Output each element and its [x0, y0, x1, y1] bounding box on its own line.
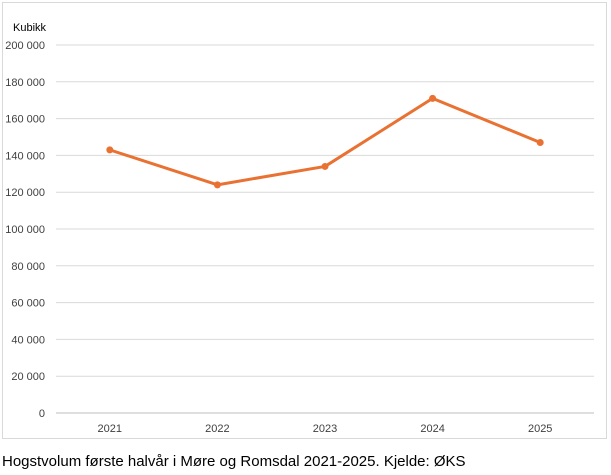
y-tick-label: 200 000 [5, 40, 45, 52]
y-tick-label: 180 000 [5, 77, 45, 89]
series-group [106, 94, 544, 189]
y-tick-label: 40 000 [11, 334, 45, 346]
y-tick-label: 0 [39, 408, 45, 420]
x-tick-label: 2022 [205, 423, 229, 435]
data-point [429, 94, 437, 102]
data-point [213, 181, 221, 189]
y-tick-label: 120 000 [5, 187, 45, 199]
y-tick-label: 160 000 [5, 114, 45, 126]
data-point [536, 139, 544, 147]
gridlines [56, 44, 594, 414]
figure-caption: Hogstvolum første halvår i Møre og Romsd… [2, 453, 466, 470]
y-tick-labels: 0 20 000 40 000 60 000 80 000 100 000 120 000 1… [5, 40, 45, 420]
x-tick-label: 2021 [98, 423, 122, 435]
data-point [106, 146, 114, 154]
x-tick-label: 2024 [420, 423, 444, 435]
y-tick-label: 140 000 [5, 150, 45, 162]
y-tick-label: 60 000 [11, 298, 45, 310]
series-line [108, 96, 542, 187]
data-point [321, 162, 329, 170]
chart-frame [2, 2, 607, 439]
x-tick-label: 2025 [528, 423, 552, 435]
y-tick-label: 80 000 [11, 261, 45, 273]
y-tick-label: 100 000 [5, 224, 45, 236]
x-tick-labels: 2021 2022 2023 2024 2025 [98, 423, 553, 435]
y-axis-title: Kubikk [13, 22, 47, 34]
x-tick-label: 2023 [313, 423, 337, 435]
y-tick-label: 20 000 [11, 371, 45, 383]
line-chart: Kubikk 0 20 000 40 000 60 000 80 000 100 000 1… [5, 22, 594, 435]
